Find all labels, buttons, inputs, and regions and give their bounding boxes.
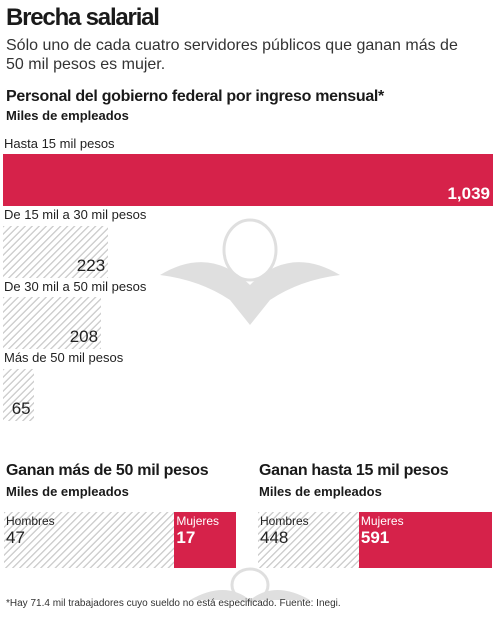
section-title-over-50: Ganan más de 50 mil pesos <box>6 462 209 479</box>
segment-value-label: 47 <box>6 528 25 547</box>
bar-value-label: 223 <box>76 256 106 275</box>
segment-value-label: 448 <box>260 528 289 547</box>
stacked-bar-under-15: Hombres 448 Mujeres 591 <box>258 512 492 568</box>
eagle-emblem-icon <box>160 218 340 325</box>
bar <box>3 154 493 206</box>
stacked-segment: Mujeres 591 <box>358 512 492 568</box>
segment-name-label: Hombres <box>6 514 55 528</box>
category-label: Hasta 15 mil pesos <box>4 136 115 151</box>
stacked-bar-over-50: Hombres 47 Mujeres 17 <box>4 512 236 568</box>
eagle-emblem-icon-bottom <box>190 567 310 603</box>
segment-name-label: Hombres <box>260 514 309 528</box>
section-title-under-15: Ganan hasta 15 mil pesos <box>259 462 449 479</box>
section-subtitle-under-15: Miles de empleados <box>259 484 382 499</box>
category-label: De 30 mil a 50 mil pesos <box>4 279 147 294</box>
segment-value-label: 17 <box>176 528 196 547</box>
page-subtitle: Sólo uno de cada cuatro servidores públi… <box>6 37 458 73</box>
bar-value-label: 65 <box>11 399 31 418</box>
bar <box>3 226 109 278</box>
bar <box>3 297 102 349</box>
segment-value-label: 591 <box>360 528 390 547</box>
income-bar-chart: Hasta 15 mil pesos 1,039 De 15 mil a 30 mi… <box>3 136 493 421</box>
stacked-segment: Hombres 448 <box>258 512 359 568</box>
segment-name-label: Mujeres <box>176 514 220 528</box>
category-label: De 15 mil a 30 mil pesos <box>4 207 147 222</box>
chart-title: Personal del gobierno federal por ingres… <box>6 88 384 105</box>
stacked-segment: Hombres 47 <box>4 512 175 568</box>
chart-subtitle: Miles de empleados <box>6 108 129 123</box>
bar-value-label: 1,039 <box>447 184 490 203</box>
category-label: Más de 50 mil pesos <box>4 350 124 365</box>
page-title: Brecha salarial <box>6 4 160 31</box>
stacked-segment: Mujeres 17 <box>174 512 236 568</box>
segment-name-label: Mujeres <box>360 514 404 528</box>
section-subtitle-over-50: Miles de empleados <box>6 484 129 499</box>
bar-value-label: 208 <box>69 327 99 346</box>
footnote: *Hay 71.4 mil trabajadores cuyo sueldo n… <box>6 598 341 609</box>
bar <box>3 369 34 421</box>
